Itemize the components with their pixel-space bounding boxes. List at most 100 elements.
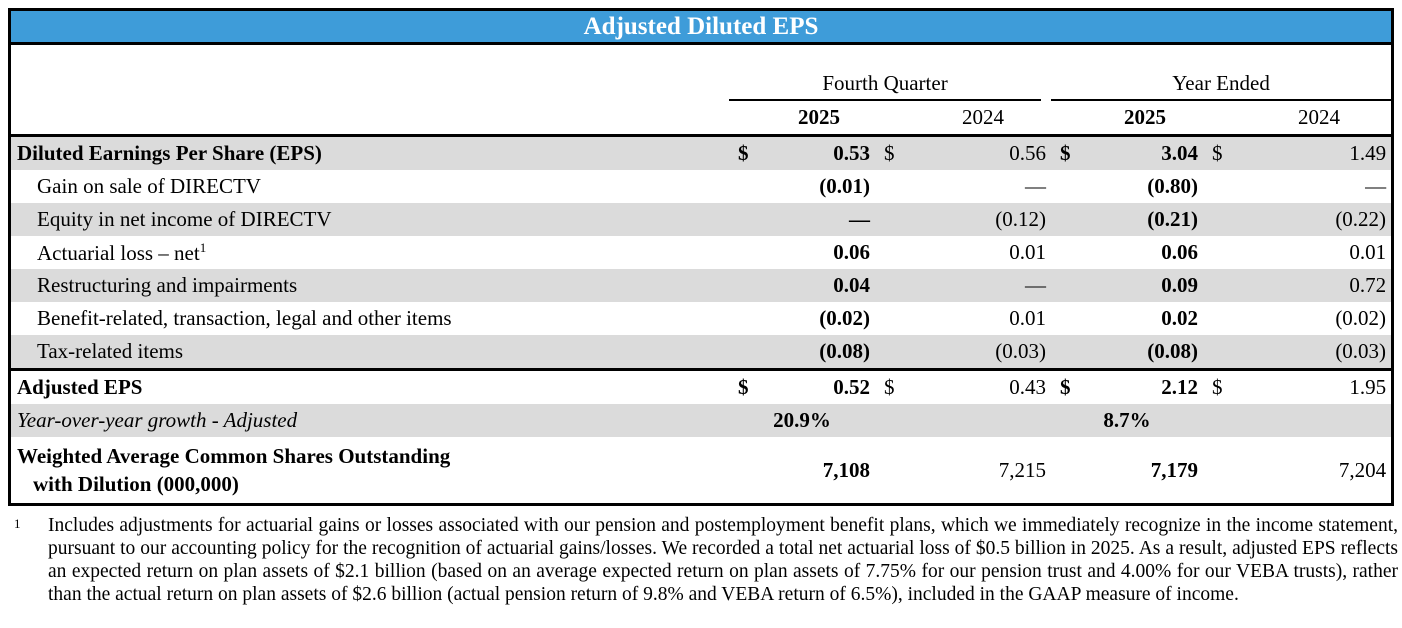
table-row-diluted-eps: Diluted Earnings Per Share (EPS) $ 0.53 … <box>11 135 1392 170</box>
adjusted-diluted-eps-table: Adjusted Diluted EPS Fourth Quarter Year… <box>8 8 1394 506</box>
value-cell: — <box>1365 174 1387 198</box>
year-header-row: 2025 2024 2025 2024 <box>11 101 1392 137</box>
table-row-weighted-average-shares: Weighted Average Common Shares Outstandi… <box>11 437 1391 503</box>
value-cell: 0.52 <box>763 368 875 404</box>
dollar-column-spacer <box>875 302 915 335</box>
year-header-ye-2024: 2024 <box>1247 101 1392 137</box>
dollar-column-spacer <box>1203 236 1247 269</box>
row-label-line2: with Dilution (000,000) <box>33 472 239 496</box>
dollar-column-spacer <box>1203 302 1247 335</box>
dollar-column-spacer <box>875 269 915 302</box>
value-cell: — <box>1025 273 1047 297</box>
table-row-yoy-growth-adjusted: Year-over-year growth - Adjusted 20.9% 8… <box>11 404 1392 437</box>
value-cell: (0.80) <box>1147 174 1199 198</box>
dollar-column-spacer <box>1203 269 1247 302</box>
table-row-benefit-related-items: Benefit-related, transaction, legal and … <box>11 302 1391 335</box>
growth-value-ye: 8.7% <box>1103 408 1151 432</box>
dollar-sign: $ <box>729 368 763 404</box>
label-column-spacer <box>11 45 729 101</box>
table-row-equity-net-income-directv: Equity in net income of DIRECTV — (0.12)… <box>11 203 1392 236</box>
dollar-column-spacer <box>875 170 915 203</box>
dollar-column-spacer <box>1051 269 1087 302</box>
value-cell: (0.22) <box>1335 207 1387 231</box>
value-cell: 2.12 <box>1087 368 1204 404</box>
row-label: Year-over-year growth - Adjusted <box>17 408 298 432</box>
group-header-year-ended-label: Year Ended <box>1051 71 1392 101</box>
value-cell: 0.01 <box>1349 240 1387 264</box>
value-cell: (0.02) <box>819 306 870 330</box>
value-cell: (0.03) <box>1335 339 1387 363</box>
earnings-table-page: Adjusted Diluted EPS Fourth Quarter Year… <box>8 8 1398 606</box>
dollar-column-spacer <box>1051 335 1087 370</box>
dollar-column-spacer <box>1203 335 1247 370</box>
footnote: 1 Includes adjustments for actuarial gai… <box>10 514 1398 606</box>
value-cell: 7,108 <box>822 457 870 482</box>
row-label: Weighted Average Common Shares Outstandi… <box>11 437 729 503</box>
group-header-year-ended: Year Ended <box>1051 45 1392 101</box>
value-cell: 0.53 <box>833 141 870 165</box>
dollar-column-spacer <box>1203 170 1247 203</box>
dollar-sign: $ <box>875 368 915 404</box>
value-cell: 0.43 <box>915 368 1052 404</box>
value-cell: 1.95 <box>1247 368 1392 404</box>
group-header-fourth-quarter-label: Fourth Quarter <box>729 71 1042 101</box>
dollar-sign: $ <box>884 141 895 165</box>
row-label-text: Actuarial loss – net <box>37 240 200 265</box>
dollar-column-spacer <box>729 302 763 335</box>
row-label: Restructuring and impairments <box>37 273 298 297</box>
footnote-reference: 1 <box>199 239 207 255</box>
table-row-tax-related-items: Tax-related items (0.08) (0.03) (0.08) (… <box>11 335 1392 370</box>
empty-cell <box>1203 404 1391 437</box>
value-cell: 0.06 <box>1161 240 1199 264</box>
value-cell: 0.01 <box>1009 240 1047 264</box>
dollar-column-spacer <box>875 236 915 269</box>
dollar-column-spacer <box>1051 236 1087 269</box>
dollar-column-spacer <box>729 269 763 302</box>
value-cell: (0.01) <box>819 174 870 198</box>
value-cell: 1.49 <box>1349 141 1387 165</box>
dollar-column-spacer <box>875 203 915 236</box>
value-cell: (0.21) <box>1147 207 1199 231</box>
table-row-restructuring-impairments: Restructuring and impairments 0.04 — 0.0… <box>11 269 1392 302</box>
year-header-q4-2024: 2024 <box>915 101 1052 137</box>
table-row-gain-on-sale-directv: Gain on sale of DIRECTV (0.01) — (0.80) … <box>11 170 1391 203</box>
dollar-column-spacer <box>875 101 915 137</box>
year-header-q4-2025: 2025 <box>763 101 875 137</box>
row-label: Tax-related items <box>37 339 184 363</box>
eps-data-table: Fourth Quarter Year Ended 2025 2024 2025… <box>11 45 1392 503</box>
dollar-sign: $ <box>1212 141 1223 165</box>
value-cell: (0.02) <box>1335 306 1387 330</box>
table-title: Adjusted Diluted EPS <box>11 11 1391 45</box>
value-cell: 7,179 <box>1150 457 1199 482</box>
value-cell: (0.03) <box>995 339 1047 363</box>
dollar-column-spacer <box>729 101 763 137</box>
value-cell: 0.72 <box>1349 273 1387 297</box>
value-cell: 7,204 <box>1338 457 1387 482</box>
dollar-sign: $ <box>738 141 749 165</box>
value-cell: — <box>1025 174 1047 198</box>
row-label: Actuarial loss – net1 <box>11 236 729 269</box>
value-cell: (0.12) <box>995 207 1047 231</box>
dollar-column-spacer <box>729 170 763 203</box>
row-label: Gain on sale of DIRECTV <box>37 174 261 198</box>
footnote-text: Includes adjustments for actuarial gains… <box>48 515 1398 605</box>
dollar-column-spacer <box>729 437 763 503</box>
dollar-column-spacer <box>1051 302 1087 335</box>
table-row-actuarial-loss-net: Actuarial loss – net1 0.06 0.01 0.06 0.0… <box>11 236 1391 269</box>
value-cell: — <box>849 207 870 231</box>
dollar-sign: $ <box>1203 368 1248 404</box>
dollar-column-spacer <box>1203 437 1247 503</box>
year-header-ye-2025: 2025 <box>1087 101 1204 137</box>
dollar-column-spacer <box>1051 203 1087 236</box>
row-label: Equity in net income of DIRECTV <box>37 207 332 231</box>
value-cell: 0.56 <box>1009 141 1047 165</box>
row-label-line1: Weighted Average Common Shares Outstandi… <box>17 443 451 468</box>
value-cell: 0.06 <box>833 240 870 264</box>
value-cell: 7,215 <box>998 457 1047 482</box>
growth-value-q4: 20.9% <box>773 408 831 432</box>
dollar-column-spacer <box>1051 101 1088 137</box>
column-group-header-row: Fourth Quarter Year Ended <box>11 45 1392 101</box>
dollar-column-spacer <box>729 203 763 236</box>
value-cell: 0.04 <box>833 273 870 297</box>
dollar-column-spacer <box>1203 101 1248 137</box>
